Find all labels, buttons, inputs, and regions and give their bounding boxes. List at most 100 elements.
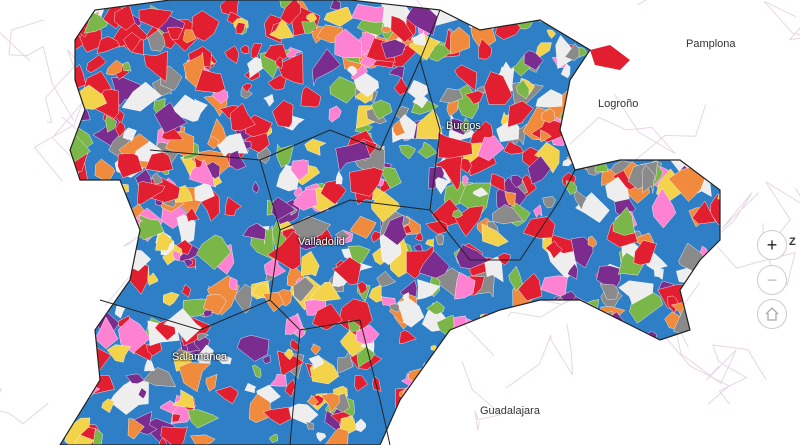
municipality[interactable] [83, 264, 93, 279]
municipality[interactable] [674, 427, 696, 445]
municipality[interactable] [68, 379, 80, 396]
municipality[interactable] [236, 334, 270, 362]
municipality[interactable] [56, 50, 66, 58]
municipality[interactable] [707, 259, 724, 277]
municipality[interactable] [59, 171, 80, 201]
municipality[interactable] [229, 102, 256, 132]
municipality[interactable] [519, 363, 530, 373]
municipality[interactable] [33, 132, 70, 160]
municipality[interactable] [483, 71, 513, 105]
municipality[interactable] [710, 128, 730, 144]
municipality[interactable] [719, 131, 742, 167]
municipality[interactable] [171, 389, 195, 409]
municipality[interactable] [332, 256, 362, 285]
municipality[interactable] [523, 50, 544, 71]
municipality[interactable] [74, 434, 95, 445]
municipality[interactable] [59, 207, 73, 226]
municipality[interactable] [143, 50, 168, 83]
municipality[interactable] [649, 52, 663, 68]
municipality[interactable] [454, 205, 484, 237]
municipality[interactable] [33, 308, 63, 339]
municipality[interactable] [709, 411, 727, 431]
municipality[interactable] [700, 0, 719, 15]
municipality[interactable] [262, 291, 284, 313]
municipality[interactable] [462, 175, 469, 187]
municipality[interactable] [301, 20, 318, 34]
municipality[interactable] [694, 390, 700, 400]
municipality[interactable] [449, 26, 470, 55]
municipality[interactable] [241, 83, 252, 93]
municipality[interactable] [584, 396, 608, 422]
municipality[interactable] [587, 374, 603, 388]
municipality[interactable] [197, 332, 210, 341]
municipality[interactable] [48, 38, 70, 52]
municipality[interactable] [601, 328, 622, 369]
municipality[interactable] [60, 76, 68, 84]
municipality[interactable] [289, 338, 300, 352]
municipality[interactable] [152, 172, 163, 185]
municipality[interactable] [423, 406, 438, 423]
municipality[interactable] [605, 176, 630, 202]
municipality[interactable] [390, 15, 414, 43]
municipality[interactable] [571, 150, 590, 168]
municipality[interactable] [310, 343, 321, 356]
municipality[interactable] [687, 421, 715, 445]
municipality[interactable] [536, 2, 552, 23]
municipality[interactable] [597, 319, 618, 332]
municipality[interactable] [580, 347, 601, 384]
municipality[interactable] [455, 244, 490, 270]
municipality[interactable] [194, 183, 215, 202]
municipality[interactable] [305, 421, 314, 431]
municipality[interactable] [112, 187, 124, 200]
municipality[interactable] [639, 97, 658, 112]
municipality[interactable] [347, 320, 361, 332]
municipality[interactable] [714, 54, 727, 72]
municipality[interactable] [74, 296, 85, 309]
municipality[interactable] [61, 83, 76, 98]
municipality[interactable] [85, 183, 108, 211]
municipality[interactable] [98, 229, 108, 242]
municipality[interactable] [300, 85, 322, 108]
municipality[interactable] [96, 189, 105, 199]
municipality[interactable] [60, 161, 90, 192]
municipality[interactable] [388, 65, 405, 80]
municipality[interactable] [154, 101, 188, 134]
municipality[interactable] [172, 250, 181, 261]
municipality[interactable] [60, 384, 74, 398]
municipality[interactable] [699, 3, 720, 25]
municipality[interactable] [262, 355, 271, 365]
municipality[interactable] [572, 398, 582, 407]
municipality[interactable] [478, 38, 492, 60]
municipality[interactable] [127, 418, 145, 440]
municipality[interactable] [63, 275, 98, 307]
municipality[interactable] [533, 204, 543, 218]
municipality[interactable] [549, 1, 570, 26]
municipality[interactable] [538, 2, 562, 23]
municipality[interactable] [269, 17, 295, 40]
municipality[interactable] [719, 49, 730, 61]
municipality[interactable] [64, 352, 81, 374]
municipality[interactable] [224, 45, 239, 64]
municipality[interactable] [144, 359, 156, 372]
municipality[interactable] [441, 393, 454, 406]
municipality[interactable] [527, 155, 551, 185]
municipality[interactable] [598, 311, 613, 327]
municipality[interactable] [710, 23, 722, 37]
municipality[interactable] [406, 244, 435, 279]
municipality[interactable] [418, 383, 436, 399]
municipality[interactable] [275, 56, 283, 70]
municipality[interactable] [552, 425, 578, 445]
municipality[interactable] [472, 187, 489, 198]
municipality[interactable] [520, 322, 534, 336]
municipality[interactable] [581, 372, 614, 398]
municipality[interactable] [162, 291, 180, 307]
municipality[interactable] [717, 95, 725, 106]
municipality[interactable] [459, 117, 471, 134]
municipality[interactable] [207, 136, 220, 150]
municipality[interactable] [263, 93, 274, 107]
municipality[interactable] [277, 350, 304, 377]
municipality[interactable] [653, 32, 674, 51]
municipality[interactable] [612, 26, 642, 50]
municipality[interactable] [723, 64, 733, 80]
municipality[interactable] [316, 432, 327, 442]
